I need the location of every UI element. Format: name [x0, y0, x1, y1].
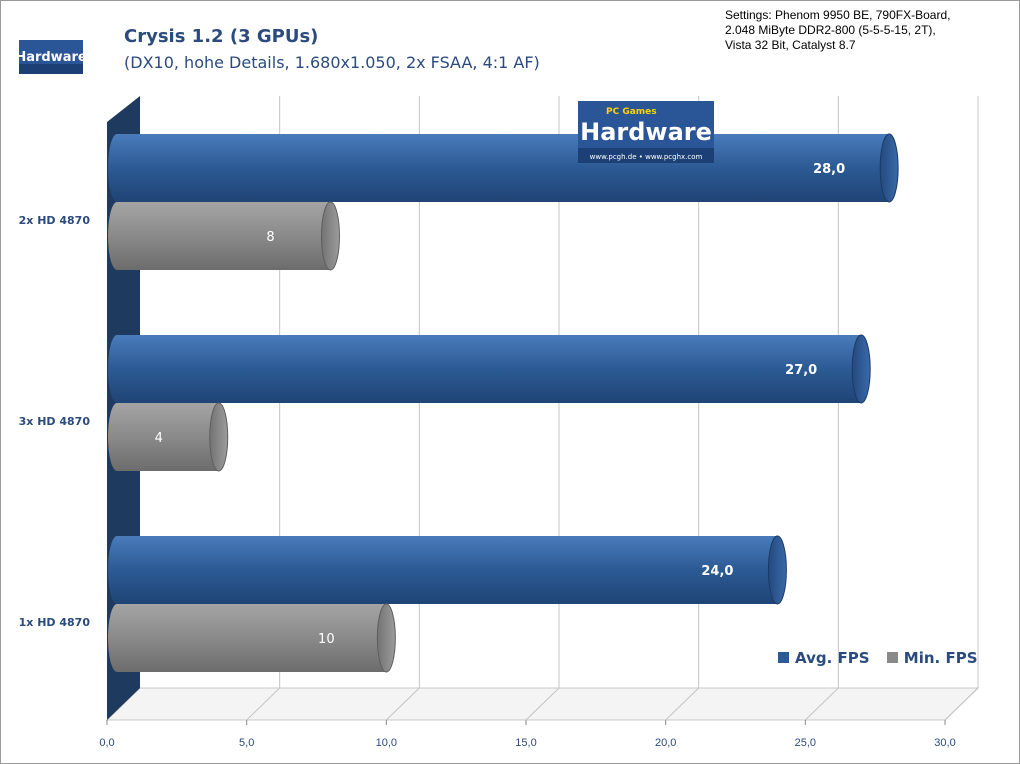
- legend-item-min: Min. FPS: [886, 649, 978, 667]
- gridline-floor: [385, 687, 420, 721]
- legend-label-avg: Avg. FPS: [795, 649, 870, 667]
- settings-note: Settings: Phenom 9950 BE, 790FX-Board, 2…: [725, 8, 950, 53]
- legend-swatch-min: [886, 652, 898, 663]
- pcgh-logo: Hardware: [19, 40, 83, 74]
- gridline-floor: [944, 687, 979, 721]
- bar-min-fps: [117, 202, 331, 270]
- category-label: 1x HD 4870: [19, 616, 91, 629]
- bar-avg-fps: [117, 134, 890, 202]
- settings-line: Vista 32 Bit, Catalyst 8.7: [725, 38, 856, 52]
- bar-avg-fps: [117, 335, 862, 403]
- watermark-url-text: www.pcgh.de • www.pcghx.com: [590, 153, 703, 161]
- x-tick-label: 5,0: [239, 737, 254, 749]
- gridline-floor: [665, 687, 700, 721]
- bar-end-cap: [767, 535, 787, 605]
- x-tick-label: 15,0: [515, 737, 536, 749]
- bar-value-label: 24,0: [701, 564, 733, 579]
- category-label: 2x HD 4870: [19, 214, 91, 227]
- bar-end-cap: [851, 334, 871, 404]
- bar-end-cap: [879, 133, 899, 203]
- x-tick-label: 25,0: [795, 737, 816, 749]
- gridline-floor: [525, 687, 560, 721]
- x-tick-label: 0,0: [99, 737, 114, 749]
- legend-item-avg: Avg. FPS: [778, 649, 870, 667]
- watermark-main-text: Hardware: [580, 118, 712, 146]
- settings-line: Settings: Phenom 9950 BE, 790FX-Board,: [725, 8, 951, 22]
- bar-avg-fps: [117, 536, 778, 604]
- bar-value-label: 8: [266, 230, 274, 245]
- settings-line: 2.048 MiByte DDR2-800 (5-5-5-15, 2T),: [725, 23, 936, 37]
- bar-value-label: 27,0: [785, 363, 817, 378]
- gridline-floor: [246, 687, 281, 721]
- svg-text:Hardware: Hardware: [19, 50, 83, 65]
- x-tick-label: 20,0: [655, 737, 676, 749]
- gridline-floor: [804, 687, 839, 721]
- bar-min-fps: [117, 604, 387, 672]
- category-label: 3x HD 4870: [19, 415, 91, 428]
- bar-min-fps: [117, 403, 219, 471]
- bar-value-label: 10: [318, 632, 335, 647]
- bar-end-cap: [376, 603, 396, 673]
- x-tick-label: 30,0: [934, 737, 955, 749]
- bar-value-label: 28,0: [813, 162, 845, 177]
- legend: Avg. FPS Min. FPS: [778, 649, 990, 667]
- x-tick-label: 10,0: [376, 737, 397, 749]
- chart-subtitle: (DX10, hohe Details, 1.680x1.050, 2x FSA…: [124, 53, 540, 72]
- chart-title: Crysis 1.2 (3 GPUs): [124, 26, 319, 47]
- legend-swatch-avg: [778, 652, 789, 663]
- bar-end-cap: [320, 201, 340, 271]
- watermark-band: [578, 148, 714, 163]
- bar-value-label: 4: [155, 431, 163, 446]
- legend-label-min: Min. FPS: [903, 649, 978, 667]
- watermark-top-text: PC Games: [606, 107, 657, 117]
- bar-end-cap: [209, 402, 229, 472]
